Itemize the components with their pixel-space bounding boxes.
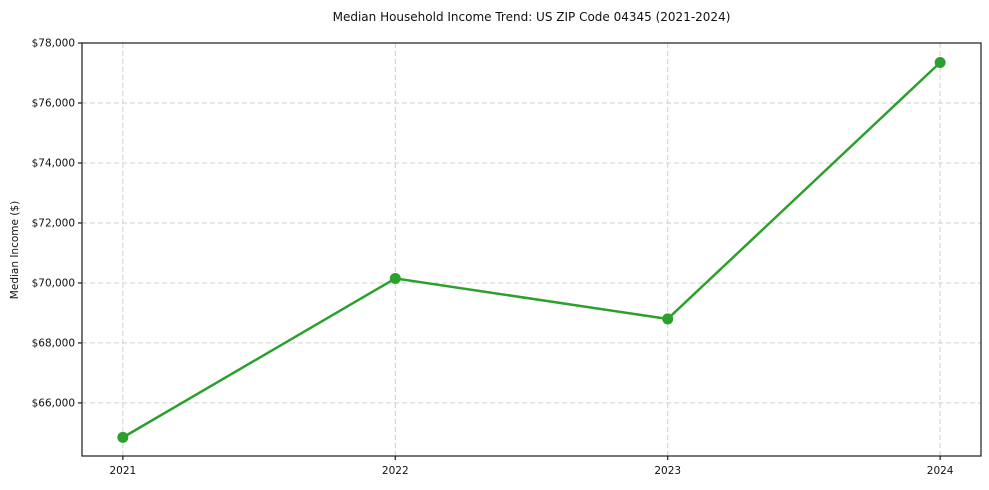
data-point-marker (389, 272, 401, 284)
chart-title: Median Household Income Trend: US ZIP Co… (332, 10, 731, 24)
plot-spines (81, 42, 982, 457)
y-tick-label: $70,000 (32, 278, 75, 290)
plot-area-background (82, 43, 981, 456)
x-tick-label: 2024 (927, 465, 954, 477)
y-tick-label: $76,000 (32, 98, 75, 110)
y-tick-label: $74,000 (32, 158, 75, 170)
data-point-marker (117, 431, 129, 443)
data-point-marker (934, 56, 946, 68)
y-tick-label: $68,000 (32, 338, 75, 350)
y-tick-label: $66,000 (32, 398, 75, 410)
y-tick-label: $72,000 (32, 218, 75, 230)
x-tick-label: 2023 (654, 465, 681, 477)
x-tick-label: 2021 (109, 465, 136, 477)
data-point-marker (662, 313, 674, 325)
y-tick-label: $78,000 (32, 38, 75, 50)
trend-line (121, 61, 942, 439)
x-tick-label: 2022 (382, 465, 409, 477)
